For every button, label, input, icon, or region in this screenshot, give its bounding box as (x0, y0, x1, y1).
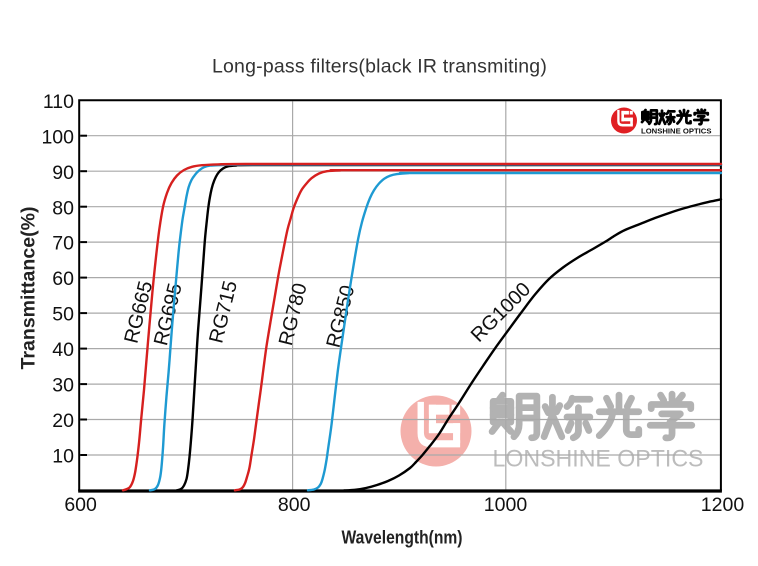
svg-text:60: 60 (52, 268, 74, 290)
svg-text:110: 110 (43, 91, 74, 113)
svg-text:70: 70 (52, 233, 74, 255)
svg-text:40: 40 (52, 339, 74, 361)
svg-text:Wavelength(nm): Wavelength(nm) (342, 527, 463, 548)
svg-text:20: 20 (52, 410, 74, 432)
svg-text:100: 100 (41, 126, 74, 148)
svg-text:1200: 1200 (701, 494, 745, 516)
svg-text:Transmittance(%): Transmittance(%) (19, 207, 40, 370)
svg-text:Long-pass filters(black IR tra: Long-pass filters(black IR transmiting) (212, 56, 547, 78)
svg-text:600: 600 (64, 494, 97, 516)
svg-text:1000: 1000 (484, 494, 528, 516)
svg-text:50: 50 (52, 304, 74, 326)
svg-text:LONSHINE OPTICS: LONSHINE OPTICS (493, 446, 704, 473)
svg-text:LONSHINE OPTICS: LONSHINE OPTICS (641, 127, 712, 136)
svg-text:800: 800 (278, 494, 311, 516)
svg-text:80: 80 (52, 197, 74, 219)
svg-text:10: 10 (52, 446, 74, 468)
svg-text:90: 90 (52, 162, 74, 184)
svg-text:30: 30 (52, 375, 74, 397)
